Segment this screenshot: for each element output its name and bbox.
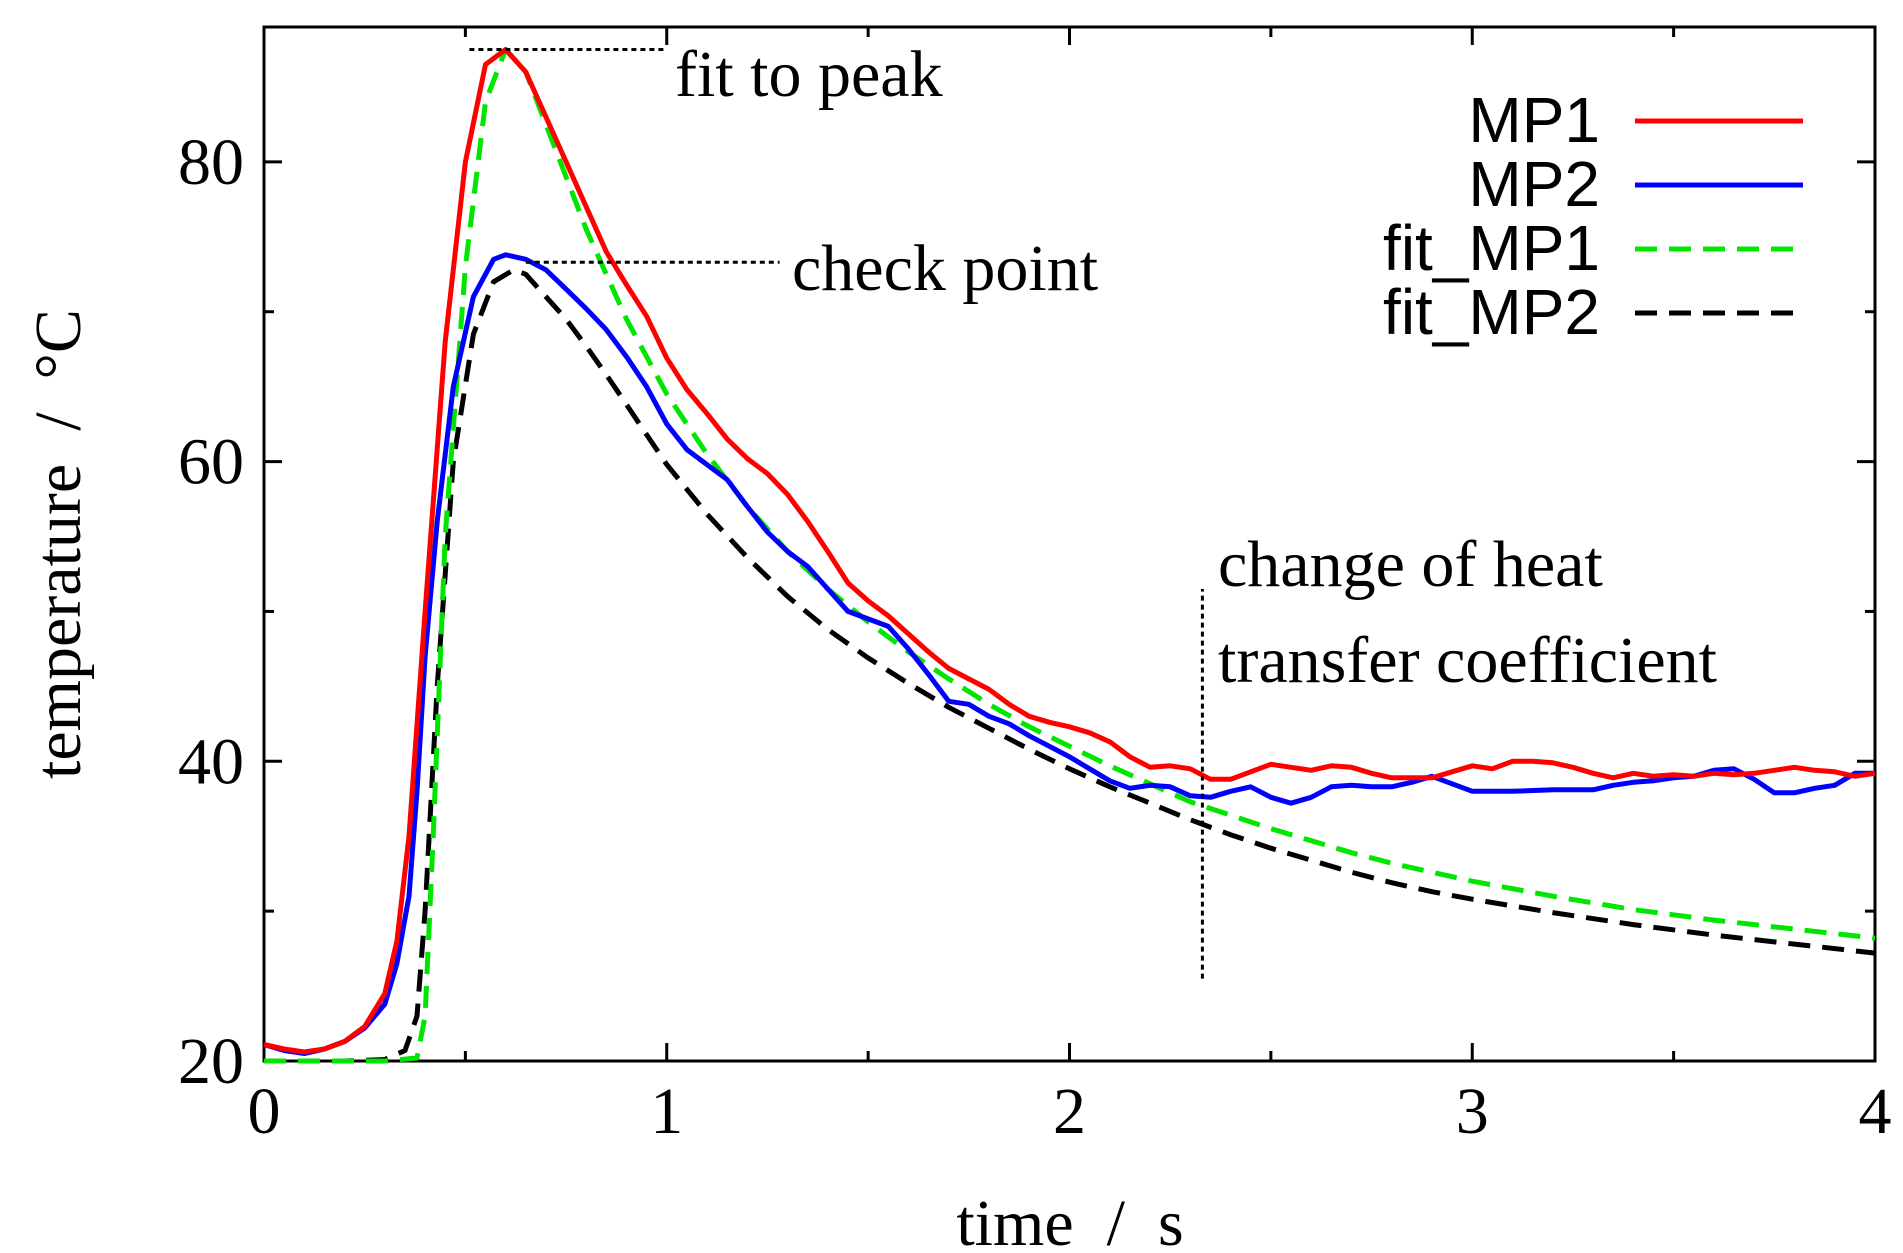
x-tick-label: 2 (1053, 1075, 1086, 1148)
series-line-fit-mp1 (264, 47, 1876, 1064)
axis-ticks (262, 27, 1877, 1063)
plot-frame (262, 25, 1877, 1063)
annotation-heat-change-line1: change of heat (1218, 528, 1603, 601)
series-line-fit-mp2 (264, 267, 1876, 1064)
y-tick-label: 20 (178, 1025, 244, 1098)
y-tick-label: 60 (178, 426, 244, 499)
x-tick-labels: 0 1 2 3 4 (248, 1075, 1892, 1148)
y-tick-labels: 20 40 60 80 (178, 126, 244, 1098)
annotation-layer (469, 47, 1204, 979)
legend-label-fit-mp1: fit_MP1 (1383, 212, 1600, 284)
x-tick-label: 4 (1859, 1075, 1892, 1148)
series-line-mp1 (263, 47, 1876, 1055)
y-axis-title: temperature / °C (22, 309, 95, 779)
y-tick-label: 40 (178, 725, 244, 798)
legend-label-fit-mp2: fit_MP2 (1383, 276, 1600, 348)
annotation-heat-change-line2: transfer coefficient (1218, 624, 1717, 697)
y-tick-label: 80 (178, 126, 244, 199)
legend: MP1 MP2 fit_MP1 fit_MP2 (1383, 84, 1803, 348)
legend-label-mp2: MP2 (1468, 148, 1600, 220)
series-layer (263, 47, 1876, 1064)
x-axis-title: time / s (956, 1187, 1183, 1253)
annotation-fit-to-peak: fit to peak (675, 38, 943, 111)
x-tick-label: 1 (650, 1075, 683, 1148)
series-line-mp2 (263, 252, 1875, 1056)
legend-label-mp1: MP1 (1468, 84, 1600, 156)
x-tick-label: 0 (248, 1075, 281, 1148)
annotation-check-point: check point (792, 232, 1098, 305)
x-tick-label: 3 (1456, 1075, 1489, 1148)
